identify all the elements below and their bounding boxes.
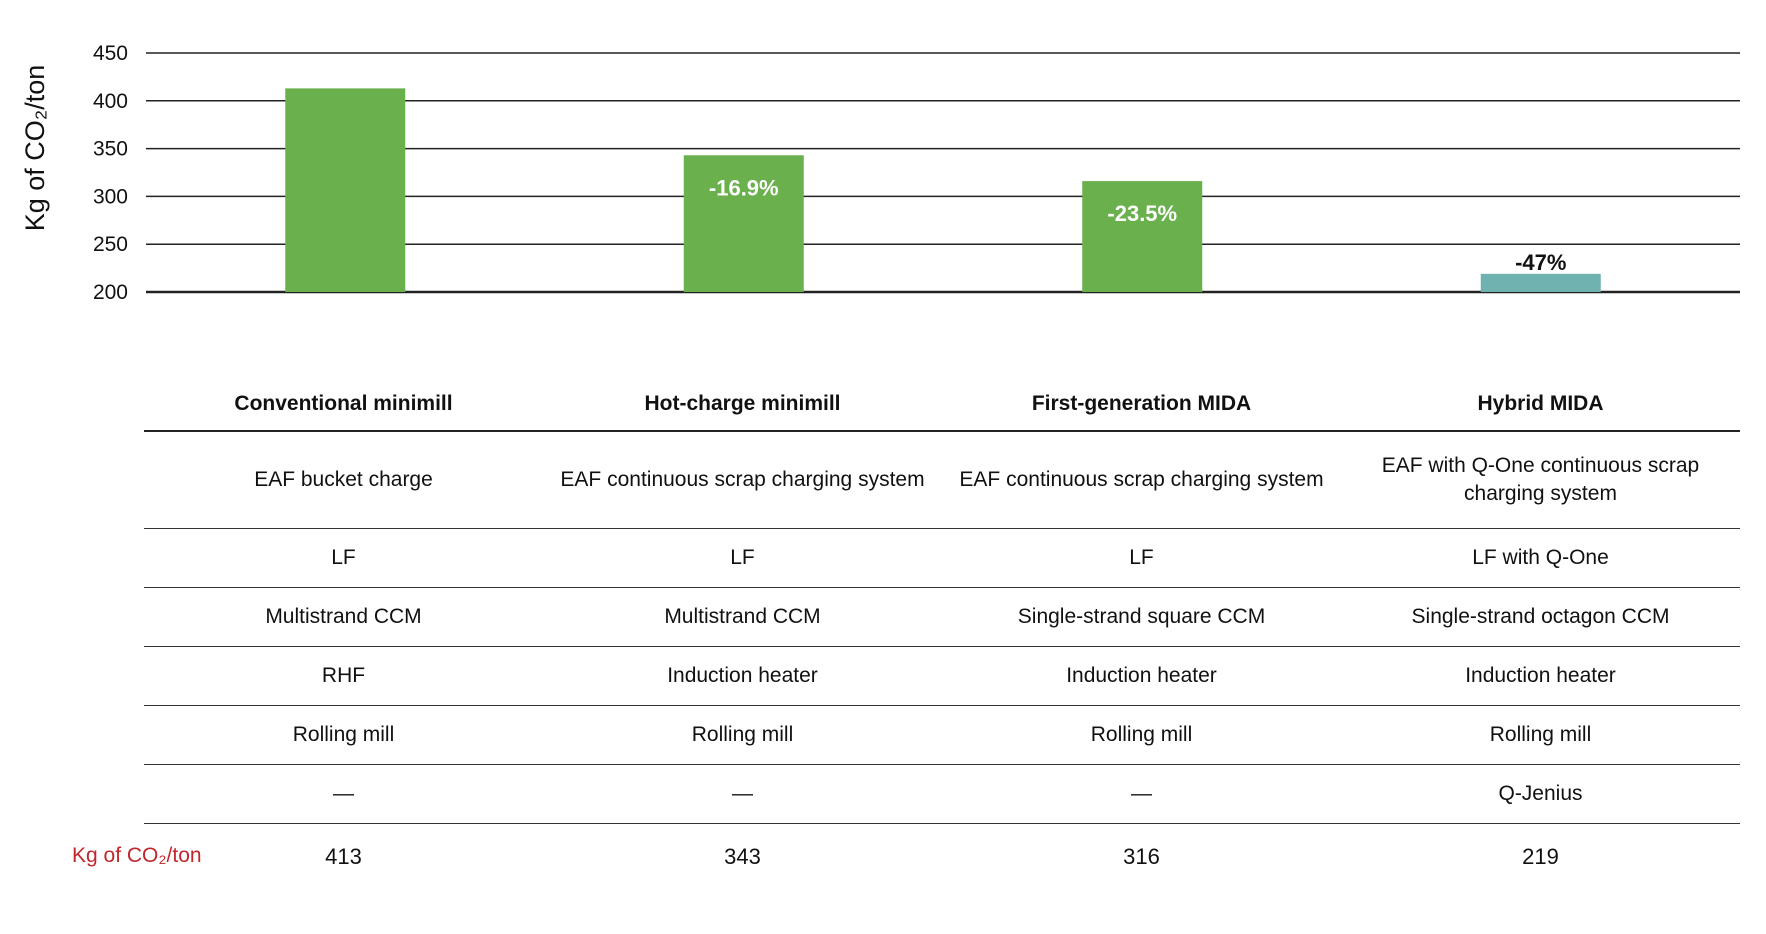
- table-header-row: Conventional minimill Hot-charge minimil…: [144, 378, 1740, 432]
- table-cell: Multistrand CCM: [144, 587, 543, 647]
- table-cell: EAF continuous scrap charging system: [942, 431, 1341, 529]
- table-cell: Q-Jenius: [1341, 764, 1740, 824]
- y-tick-label: 350: [93, 138, 128, 161]
- configuration-table: Conventional minimill Hot-charge minimil…: [144, 378, 1740, 824]
- table-cell: RHF: [144, 646, 543, 706]
- y-axis-ticks: 200 250 300 350 400 450: [93, 42, 128, 304]
- table-cell: LF with Q-One: [1341, 528, 1740, 588]
- table-cell: Induction heater: [1341, 646, 1740, 706]
- y-axis-label: Kg of CO₂/ton: [20, 65, 50, 232]
- totals-label: Kg of CO₂/ton: [72, 844, 202, 867]
- total-value: 413: [325, 844, 362, 869]
- table-row: EAF bucket charge EAF continuous scrap c…: [144, 431, 1740, 529]
- table-row: Multistrand CCM Multistrand CCM Single-s…: [144, 587, 1740, 647]
- table-cell: Single-strand square CCM: [942, 587, 1341, 647]
- bar-3: [1082, 181, 1203, 292]
- table-cell: Induction heater: [942, 646, 1341, 706]
- table-cell: —: [942, 764, 1341, 824]
- table-cell: Rolling mill: [1341, 705, 1740, 765]
- column-header: Hot-charge minimill: [543, 378, 942, 432]
- table-row: LF LF LF LF with Q-One: [144, 528, 1740, 588]
- table-cell: LF: [942, 528, 1341, 588]
- table-cell: Rolling mill: [942, 705, 1341, 765]
- table-cell: Multistrand CCM: [543, 587, 942, 647]
- total-value: 219: [1522, 844, 1559, 869]
- total-value: 316: [1123, 844, 1160, 869]
- bar-data-label: -47%: [1515, 250, 1566, 275]
- table-cell: EAF bucket charge: [144, 431, 543, 529]
- totals-row: Kg of CO₂/ton 413 343 316 219: [0, 830, 1766, 882]
- table-cell: LF: [543, 528, 942, 588]
- table-cell: LF: [144, 528, 543, 588]
- table-cell: EAF continuous scrap charging system: [543, 431, 942, 529]
- bar-1: [285, 88, 406, 292]
- column-header: Hybrid MIDA: [1341, 378, 1740, 432]
- gridlines: [146, 52, 1740, 294]
- table-row: — — — Q-Jenius: [144, 764, 1740, 824]
- table-cell: Single-strand octagon CCM: [1341, 587, 1740, 647]
- column-header: First-generation MIDA: [942, 378, 1341, 432]
- bar-labels: -16.9% -23.5% -47%: [709, 175, 1567, 275]
- bar-data-label: -16.9%: [709, 175, 779, 200]
- column-header: Conventional minimill: [144, 378, 543, 432]
- bars: [285, 88, 1601, 292]
- y-tick-label: 200: [93, 281, 128, 304]
- bar-4: [1480, 273, 1601, 292]
- bar-2: [683, 155, 804, 292]
- y-tick-label: 450: [93, 42, 128, 65]
- table-cell: Rolling mill: [144, 705, 543, 765]
- y-tick-label: 400: [93, 90, 128, 113]
- y-tick-label: 300: [93, 185, 128, 208]
- table-row: Rolling mill Rolling mill Rolling mill R…: [144, 705, 1740, 765]
- bar-chart: 200 250 300 350 400 450 -16.9% -23.5% -47% Kg o…: [20, 42, 1740, 304]
- table-cell: Induction heater: [543, 646, 942, 706]
- bar-data-label: -23.5%: [1107, 201, 1177, 226]
- table-cell: EAF with Q-One continuous scrap charging…: [1341, 431, 1740, 529]
- table-cell: —: [144, 764, 543, 824]
- table-row: RHF Induction heater Induction heater In…: [144, 646, 1740, 706]
- table-cell: Rolling mill: [543, 705, 942, 765]
- table-cell: —: [543, 764, 942, 824]
- total-value: 343: [724, 844, 761, 869]
- y-tick-label: 250: [93, 233, 128, 256]
